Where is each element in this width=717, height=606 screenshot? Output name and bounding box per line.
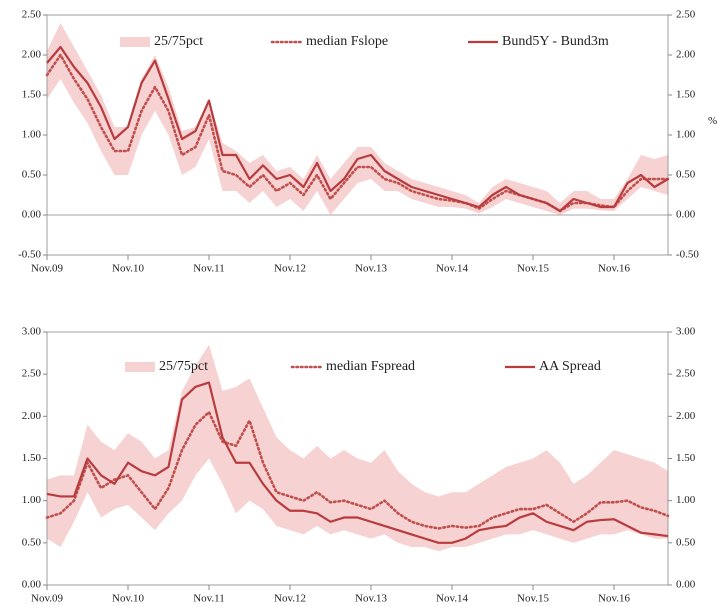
y-tick-label: 2.50 — [22, 9, 42, 21]
y2-tick-label: 2.50 — [676, 368, 696, 380]
x-tick-label: Nov.11 — [193, 263, 225, 275]
y2-tick-label: 2.00 — [676, 410, 696, 422]
x-tick-label: Nov.12 — [274, 593, 306, 605]
x-tick-label: Nov.10 — [112, 593, 144, 605]
legend-label: median Fspread — [326, 359, 415, 374]
y2-tick-label: 2.50 — [676, 9, 696, 21]
y-tick-label: -0.50 — [18, 249, 41, 261]
x-tick-label: Nov.12 — [274, 263, 306, 275]
y2-tick-label: 0.50 — [676, 536, 696, 548]
y2-tick-label: 1.50 — [676, 452, 696, 464]
x-tick-label: Nov.14 — [436, 593, 468, 605]
x-tick-label: Nov.10 — [112, 263, 144, 275]
y-tick-label: 2.00 — [22, 410, 42, 422]
y2-tick-label: 2.00 — [676, 49, 696, 61]
x-tick-label: Nov.09 — [31, 263, 63, 275]
legend-label: median Fslope — [306, 34, 388, 49]
y-tick-label: 0.50 — [22, 169, 42, 181]
y-tick-label: 2.00 — [22, 49, 42, 61]
band-area — [47, 23, 668, 215]
x-tick-label: Nov.09 — [31, 593, 63, 605]
x-tick-label: Nov.15 — [517, 263, 549, 275]
y2-tick-label: -0.50 — [676, 249, 699, 261]
x-tick-label: Nov.14 — [436, 263, 468, 275]
y-tick-label: 0.00 — [22, 579, 42, 591]
x-tick-label: Nov.16 — [598, 593, 630, 605]
y-tick-label: 1.50 — [22, 452, 42, 464]
y2-tick-label: 1.00 — [676, 494, 696, 506]
series-line — [46, 381, 669, 544]
y-tick-label: 0.50 — [22, 536, 42, 548]
legend-label: 25/75pct — [154, 34, 203, 49]
series-line — [46, 45, 669, 213]
legend-label: Bund5Y - Bund3m — [502, 34, 609, 49]
y-tick-label: 1.00 — [22, 129, 42, 141]
y2-tick-label: 3.00 — [676, 326, 696, 338]
y2-tick-label: 0.50 — [676, 169, 696, 181]
x-tick-label: Nov.11 — [193, 593, 225, 605]
legend-swatch — [120, 37, 150, 47]
y2-tick-label: 1.00 — [676, 129, 696, 141]
y2-axis-label: % — [708, 115, 717, 127]
legend-label: 25/75pct — [159, 359, 208, 374]
y2-tick-label: 0.00 — [676, 579, 696, 591]
y2-tick-label: 1.50 — [676, 89, 696, 101]
y-tick-label: 2.50 — [22, 368, 42, 380]
y-tick-label: 0.00 — [22, 209, 42, 221]
x-tick-label: Nov.13 — [355, 593, 387, 605]
x-tick-label: Nov.16 — [598, 263, 630, 275]
y-tick-label: 3.00 — [22, 326, 42, 338]
x-tick-label: Nov.13 — [355, 263, 387, 275]
y-tick-label: 1.00 — [22, 494, 42, 506]
y-tick-label: 1.50 — [22, 89, 42, 101]
legend-swatch — [125, 362, 155, 372]
band-area — [47, 344, 668, 552]
legend-label: AA Spread — [539, 359, 601, 374]
series-line — [45, 410, 670, 530]
x-tick-label: Nov.15 — [517, 593, 549, 605]
y2-tick-label: 0.00 — [676, 209, 696, 221]
